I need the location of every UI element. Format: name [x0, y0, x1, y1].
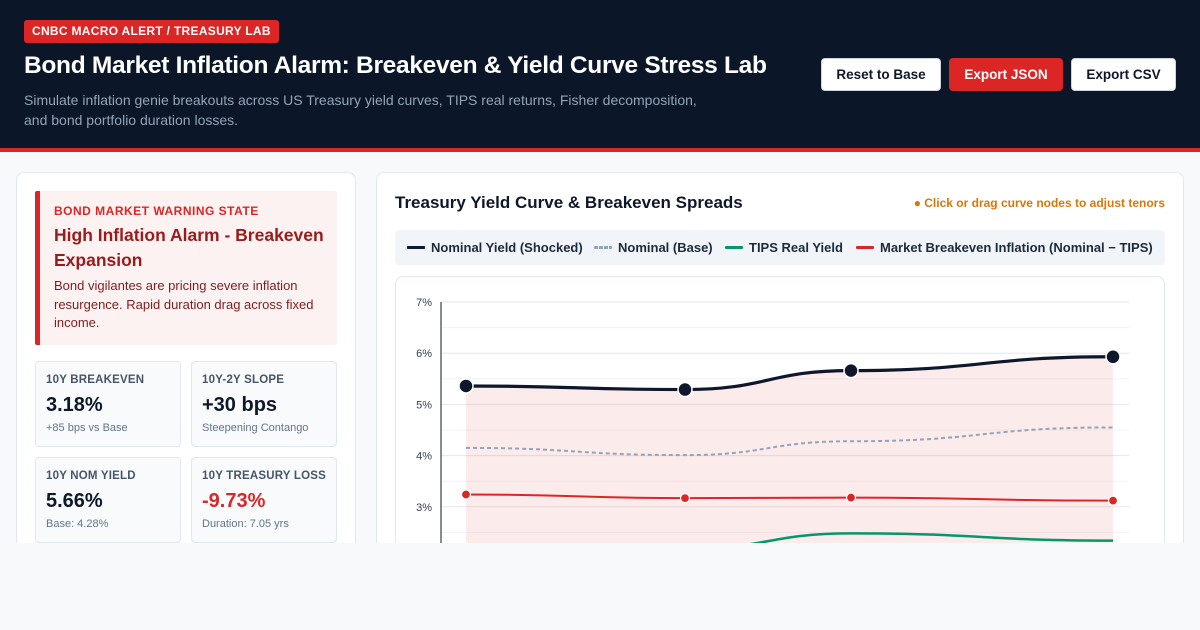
y-tick-label: 3%: [416, 502, 432, 514]
y-tick-label: 4%: [416, 451, 432, 463]
breakeven-point: [679, 492, 691, 504]
nominal-node-handle[interactable]: [677, 381, 693, 398]
stat-subtext: +85 bps vs Base: [46, 422, 128, 434]
legend-label: TIPS Real Yield: [749, 240, 843, 255]
breakeven-point: [460, 489, 472, 500]
chart-panel: Treasury Yield Curve & Breakeven Spreads…: [376, 172, 1184, 543]
stat-label: 10Y-2Y SLOPE: [202, 374, 285, 386]
legend-label: Nominal (Base): [618, 240, 713, 255]
chart-legend: Nominal Yield (Shocked) Nominal (Base) T…: [395, 230, 1165, 265]
header-divider: [0, 148, 1200, 152]
export-json-button[interactable]: Export JSON: [949, 58, 1063, 91]
stat-subtext: Steepening Contango: [202, 422, 309, 434]
content-area: BOND MARKET WARNING STATE High Inflation…: [0, 152, 1200, 543]
stat-card-treasury-loss: 10Y TREASURY LOSS -9.73% Duration: 7.05 …: [191, 457, 337, 543]
stat-card-nominal-yield: 10Y NOM YIELD 5.66% Base: 4.28%: [35, 457, 181, 543]
stat-subtext: Base: 4.28%: [46, 518, 109, 530]
page-title: Bond Market Inflation Alarm: Breakeven &…: [24, 52, 767, 79]
stat-value: 5.66%: [46, 490, 103, 512]
yield-curve-plot: 7% 6% 5% 4% 3%: [395, 276, 1165, 543]
legend-swatch: [407, 246, 425, 249]
y-tick-label: 5%: [416, 399, 432, 411]
stat-card-slope: 10Y-2Y SLOPE +30 bps Steepening Contango: [191, 361, 337, 447]
legend-swatch: [856, 246, 874, 249]
stat-label: 10Y TREASURY LOSS: [202, 470, 326, 482]
warning-headline: High Inflation Alarm - Breakeven Expansi…: [54, 225, 324, 270]
warning-body: Bond vigilantes are pricing severe infla…: [54, 278, 314, 330]
breakeven-point: [1107, 495, 1119, 506]
alert-badge: CNBC MACRO ALERT / TREASURY LAB: [24, 20, 279, 43]
nominal-base-line: [465, 426, 1114, 457]
stat-subtext: Duration: 7.05 yrs: [202, 518, 289, 530]
yield-curve-chart[interactable]: 7% 6% 5% 4% 3%: [396, 277, 1166, 543]
stat-value: 3.18%: [46, 394, 103, 416]
nominal-node-handle[interactable]: [458, 378, 474, 394]
stat-value: -9.73%: [202, 490, 266, 512]
chart-title: Treasury Yield Curve & Breakeven Spreads: [395, 193, 743, 212]
app-header: CNBC MACRO ALERT / TREASURY LAB Bond Mar…: [0, 0, 1200, 148]
stat-value: +30 bps: [202, 394, 278, 416]
warning-label: BOND MARKET WARNING STATE: [54, 204, 259, 218]
legend-swatch: [594, 246, 612, 249]
metrics-panel: BOND MARKET WARNING STATE High Inflation…: [16, 172, 356, 543]
chart-hint: ● Click or drag curve nodes to adjust te…: [913, 196, 1165, 210]
stat-card-breakeven: 10Y BREAKEVEN 3.18% +85 bps vs Base: [35, 361, 181, 447]
nominal-node-handle[interactable]: [1105, 349, 1121, 365]
page-subtitle: Simulate inflation genie breakouts acros…: [24, 92, 697, 128]
y-tick-label: 7%: [416, 297, 432, 309]
reset-button[interactable]: Reset to Base: [821, 58, 941, 91]
legend-label: Nominal Yield (Shocked): [431, 240, 583, 255]
nominal-node-handle[interactable]: [843, 362, 859, 379]
breakeven-spread-area: [466, 356, 1113, 543]
breakeven-point: [845, 492, 857, 503]
stat-label: 10Y BREAKEVEN: [46, 374, 145, 386]
nominal-shocked-line: [465, 355, 1114, 392]
warning-card: BOND MARKET WARNING STATE High Inflation…: [35, 191, 337, 345]
export-csv-button[interactable]: Export CSV: [1071, 58, 1176, 91]
tips-real-yield-line: [749, 532, 1114, 543]
legend-swatch: [725, 246, 743, 249]
y-tick-label: 6%: [416, 348, 432, 360]
legend-label: Market Breakeven Inflation (Nominal − TI…: [880, 240, 1153, 255]
breakeven-inflation-line: [465, 493, 1114, 502]
stat-label: 10Y NOM YIELD: [46, 470, 136, 482]
